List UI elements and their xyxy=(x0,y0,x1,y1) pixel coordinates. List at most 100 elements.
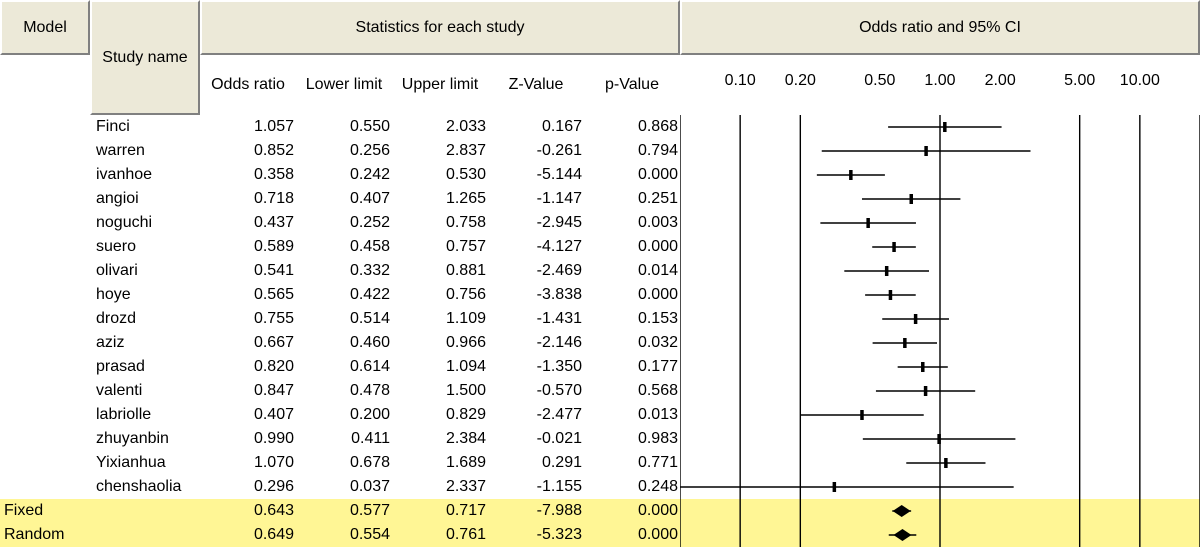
cell-model xyxy=(4,403,90,427)
cell-p-value: 0.983 xyxy=(584,427,678,451)
cell-z-value: -7.988 xyxy=(488,499,582,523)
cell-upper-limit: 0.758 xyxy=(392,211,486,235)
table-row: hoye0.5650.4220.756-3.8380.000 xyxy=(0,283,1200,307)
cell-study: aziz xyxy=(96,331,200,355)
sub-header-model-blank xyxy=(0,55,90,115)
cell-z-value: -0.261 xyxy=(488,139,582,163)
cell-z-value: -1.155 xyxy=(488,475,582,499)
cell-odds-ratio: 0.847 xyxy=(200,379,294,403)
col-header-stats-label: Statistics for each study xyxy=(356,19,525,37)
cell-odds-ratio: 0.990 xyxy=(200,427,294,451)
col-header-plot: Odds ratio and 95% CI xyxy=(680,0,1200,55)
table-row: prasad0.8200.6141.094-1.3500.177 xyxy=(0,355,1200,379)
cell-lower-limit: 0.678 xyxy=(296,451,390,475)
cell-study: angioi xyxy=(96,187,200,211)
forest-plot-cell xyxy=(680,115,1200,139)
cell-study xyxy=(96,499,200,523)
table-row: valenti0.8470.4781.500-0.5700.568 xyxy=(0,379,1200,403)
axis-tick-label: 5.00 xyxy=(1058,72,1102,90)
cell-lower-limit: 0.550 xyxy=(296,115,390,139)
cell-study: ivanhoe xyxy=(96,163,200,187)
cell-model xyxy=(4,427,90,451)
cell-model xyxy=(4,115,90,139)
cell-study: noguchi xyxy=(96,211,200,235)
cell-upper-limit: 1.500 xyxy=(392,379,486,403)
axis-tick-label: 0.20 xyxy=(778,72,822,90)
cell-study: drozd xyxy=(96,307,200,331)
cell-study: chenshaolia xyxy=(96,475,200,499)
sub-header-upper-limit: Upper limit xyxy=(392,55,488,115)
cell-upper-limit: 0.756 xyxy=(392,283,486,307)
cell-p-value: 0.868 xyxy=(584,115,678,139)
forest-rows: Finci1.0570.5502.0330.1670.868warren0.85… xyxy=(0,115,1200,547)
cell-lower-limit: 0.332 xyxy=(296,259,390,283)
cell-z-value: -4.127 xyxy=(488,235,582,259)
cell-odds-ratio: 1.057 xyxy=(200,115,294,139)
cell-z-value: -2.469 xyxy=(488,259,582,283)
cell-model xyxy=(4,379,90,403)
forest-plot-cell xyxy=(680,523,1200,547)
cell-upper-limit: 2.033 xyxy=(392,115,486,139)
cell-upper-limit: 2.337 xyxy=(392,475,486,499)
cell-z-value: -1.431 xyxy=(488,307,582,331)
cell-p-value: 0.000 xyxy=(584,499,678,523)
cell-p-value: 0.248 xyxy=(584,475,678,499)
forest-plot-cell xyxy=(680,427,1200,451)
summary-row: Random0.6490.5540.761-5.3230.000 xyxy=(0,523,1200,547)
cell-model xyxy=(4,235,90,259)
forest-plot-cell xyxy=(680,139,1200,163)
cell-odds-ratio: 0.407 xyxy=(200,403,294,427)
cell-p-value: 0.177 xyxy=(584,355,678,379)
cell-odds-ratio: 0.718 xyxy=(200,187,294,211)
cell-study xyxy=(96,523,200,547)
cell-upper-limit: 0.717 xyxy=(392,499,486,523)
axis-tick-label: 1.00 xyxy=(918,72,962,90)
table-row: noguchi0.4370.2520.758-2.9450.003 xyxy=(0,211,1200,235)
cell-odds-ratio: 0.820 xyxy=(200,355,294,379)
cell-p-value: 0.000 xyxy=(584,235,678,259)
cell-lower-limit: 0.458 xyxy=(296,235,390,259)
table-row: Yixianhua1.0700.6781.6890.2910.771 xyxy=(0,451,1200,475)
summary-row: Fixed0.6430.5770.717-7.9880.000 xyxy=(0,499,1200,523)
cell-p-value: 0.000 xyxy=(584,283,678,307)
cell-odds-ratio: 0.541 xyxy=(200,259,294,283)
table-row: drozd0.7550.5141.109-1.4310.153 xyxy=(0,307,1200,331)
axis-tick-label: 10.00 xyxy=(1118,72,1162,90)
forest-plot-cell xyxy=(680,211,1200,235)
cell-p-value: 0.032 xyxy=(584,331,678,355)
cell-study: zhuyanbin xyxy=(96,427,200,451)
forest-plot-cell xyxy=(680,499,1200,523)
cell-upper-limit: 1.109 xyxy=(392,307,486,331)
cell-z-value: -3.838 xyxy=(488,283,582,307)
table-row: aziz0.6670.4600.966-2.1460.032 xyxy=(0,331,1200,355)
table-row: angioi0.7180.4071.265-1.1470.251 xyxy=(0,187,1200,211)
cell-study: labriolle xyxy=(96,403,200,427)
cell-odds-ratio: 0.649 xyxy=(200,523,294,547)
forest-plot-cell xyxy=(680,259,1200,283)
cell-odds-ratio: 0.755 xyxy=(200,307,294,331)
forest-plot-cell xyxy=(680,475,1200,499)
cell-model xyxy=(4,355,90,379)
cell-z-value: -5.323 xyxy=(488,523,582,547)
cell-model xyxy=(4,187,90,211)
cell-p-value: 0.014 xyxy=(584,259,678,283)
cell-p-value: 0.794 xyxy=(584,139,678,163)
cell-upper-limit: 0.881 xyxy=(392,259,486,283)
forest-plot-cell xyxy=(680,235,1200,259)
col-header-model-label: Model xyxy=(23,19,67,37)
forest-plot-cell xyxy=(680,331,1200,355)
cell-model xyxy=(4,475,90,499)
sub-header-odds-ratio: Odds ratio xyxy=(200,55,296,115)
cell-p-value: 0.000 xyxy=(584,163,678,187)
table-row: warren0.8520.2562.837-0.2610.794 xyxy=(0,139,1200,163)
cell-lower-limit: 0.514 xyxy=(296,307,390,331)
cell-odds-ratio: 0.296 xyxy=(200,475,294,499)
cell-p-value: 0.003 xyxy=(584,211,678,235)
cell-study: hoye xyxy=(96,283,200,307)
cell-model xyxy=(4,163,90,187)
cell-z-value: 0.167 xyxy=(488,115,582,139)
cell-p-value: 0.013 xyxy=(584,403,678,427)
forest-plot-cell xyxy=(680,355,1200,379)
cell-lower-limit: 0.200 xyxy=(296,403,390,427)
cell-study: prasad xyxy=(96,355,200,379)
